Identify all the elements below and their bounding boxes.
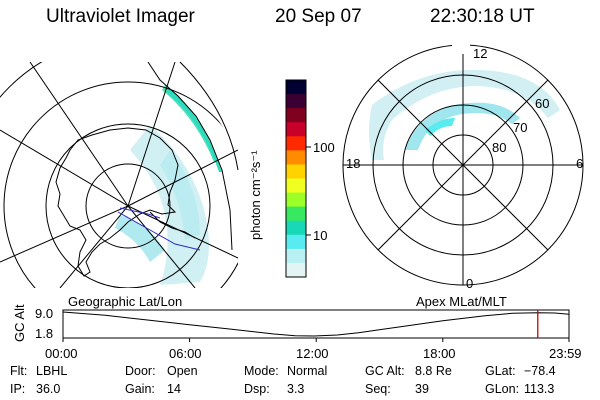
xtick-1200: 12:00 (296, 346, 329, 361)
time-label: 22:30:18 UT (430, 6, 535, 27)
colorbar-segment (286, 192, 306, 208)
xtick-2359: 23:59 (549, 346, 582, 361)
ytick-9: 9.0 (35, 306, 54, 321)
mlat-label-60: 60 (535, 96, 550, 111)
mlt-label-6: 6 (576, 156, 584, 171)
coastline (55, 127, 179, 277)
gain-value: 14 (167, 382, 181, 396)
glon-label: GLon: (485, 382, 520, 396)
ytick-1-8: 1.8 (35, 326, 54, 341)
left-panel-title: Geographic Lat/Lon (68, 294, 183, 309)
mlt-label-18: 18 (346, 156, 361, 171)
mlat-label-80: 80 (492, 140, 507, 155)
mode-label: Mode: (244, 364, 279, 378)
gcalt-value: 8.8 Re (415, 364, 452, 378)
xtick-0000: 00:00 (45, 346, 78, 361)
colorbar-segment (286, 80, 306, 95)
xtick-0600: 06:00 (169, 346, 202, 361)
colorbar-tick-100: 100 (313, 140, 335, 155)
dsp-label: Dsp: (244, 382, 270, 396)
door-label: Door: (125, 364, 156, 378)
colorbar-segment (286, 136, 306, 151)
colorbar-segment (286, 220, 306, 236)
seq-label: Seq: (365, 382, 391, 396)
xtick-1800: 18:00 (423, 346, 456, 361)
colorbar-segment (286, 94, 306, 109)
instrument-title: Ultraviolet Imager (46, 6, 195, 27)
flt-value: LBHL (36, 364, 68, 378)
flt-label: Flt: (10, 364, 28, 378)
colorbar-segment (286, 248, 306, 264)
mlat-label-70: 70 (513, 120, 528, 135)
gcalt-label: GC Alt: (365, 364, 405, 378)
mlt-label-0: 0 (466, 276, 474, 291)
colorbar-segment (286, 122, 306, 137)
geo-meridians (0, 62, 238, 288)
mode-value: Normal (287, 364, 328, 378)
colorbar-segment (286, 178, 306, 194)
gc-alt-series-line (62, 311, 570, 337)
colorbar-segment (286, 150, 306, 166)
right-panel-title: Apex MLat/MLT (416, 294, 507, 309)
apex-mlt-lines (343, 45, 583, 285)
colorbar-tick-10: 10 (313, 228, 328, 243)
ip-label: IP: (10, 382, 26, 396)
glat-value: −78.4 (524, 364, 556, 378)
dsp-value: 3.3 (287, 382, 305, 396)
colorbar-segment (286, 262, 306, 278)
ip-value: 36.0 (36, 382, 61, 396)
glat-label: GLat: (485, 364, 516, 378)
apex-aurora-emission (369, 69, 560, 160)
date-label: 20 Sep 07 (275, 6, 362, 27)
seq-value: 39 (415, 382, 429, 396)
geo-latitude-rings (0, 62, 238, 288)
colorbar-segment (286, 206, 306, 222)
mlt-label-12: 12 (473, 46, 488, 61)
colorbar-segment (286, 164, 306, 180)
colorbar-segment (286, 234, 306, 250)
gc-alt-plot-frame (62, 309, 570, 339)
colorbar-frame (285, 79, 307, 278)
gain-label: Gain: (125, 382, 155, 396)
colorbar-segment (286, 108, 306, 123)
glon-value: 113.3 (524, 382, 555, 396)
door-value: Open (167, 364, 198, 378)
